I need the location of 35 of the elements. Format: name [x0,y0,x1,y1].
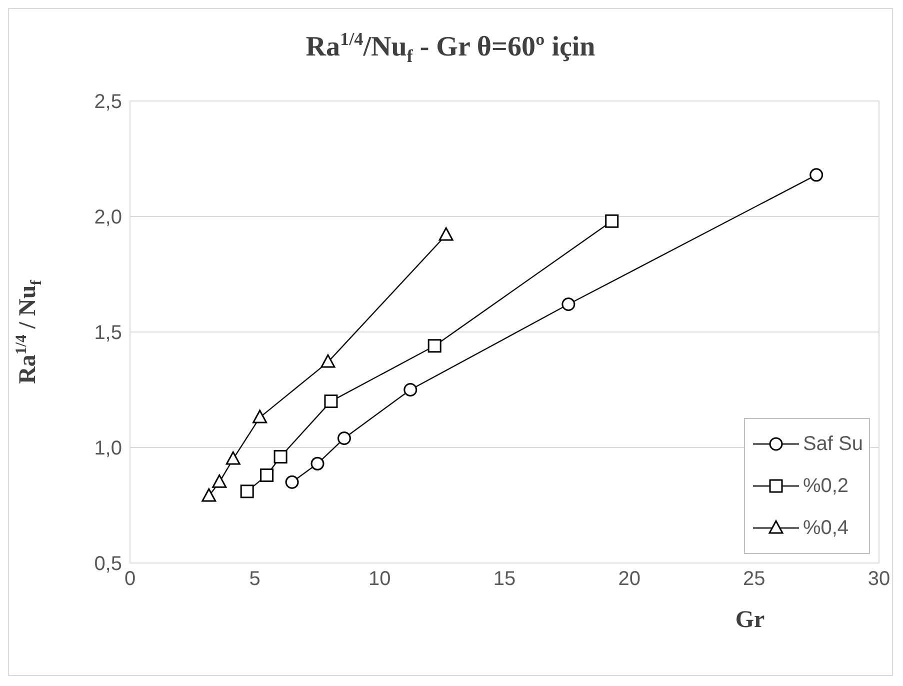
point [212,474,227,488]
legend-label: %0,2 [802,474,849,498]
point [252,410,268,424]
x-tick-label: 15 [493,568,516,590]
x-tick-label: 20 [618,568,640,590]
x-tick-label: 10 [368,568,391,590]
y-tick-label: 1,5 [94,322,122,344]
point [337,432,351,446]
point [226,451,240,465]
point [810,168,824,182]
x-axis-title: Gr [734,607,766,634]
point [274,450,288,464]
point [324,394,338,408]
point [562,298,576,312]
legend-label: Saf Su [802,432,863,456]
point [202,488,216,502]
legend-label: %0,4 [802,516,849,540]
y-tick-label: 2,0 [94,206,122,229]
y-tick-label: 0,5 [94,553,122,576]
chart-title: Ra$^{1/4}$/Nu$_{f}$ - Gr θ=60º için [304,29,596,67]
point [320,354,336,368]
x-tick-label: 30 [868,568,890,590]
point [428,339,442,353]
point [240,484,254,498]
point [285,475,299,489]
point [605,214,619,228]
x-tick-label: 0 [124,568,136,590]
point [260,468,274,482]
y-tick-label: 2,5 [94,91,122,114]
x-tick-label: 25 [743,568,766,590]
y-tick-label: 1,0 [94,438,122,460]
point [438,227,454,241]
point [404,383,418,396]
x-tick-label: 5 [249,568,260,590]
point [310,456,324,470]
